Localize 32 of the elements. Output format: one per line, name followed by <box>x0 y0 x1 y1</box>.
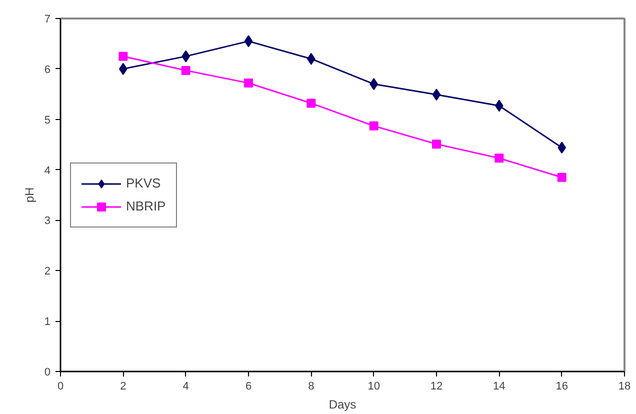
y-tick-label: 1 <box>44 316 51 328</box>
point <box>244 78 253 88</box>
y-tick-label: 6 <box>44 64 51 76</box>
x-tick-label: 4 <box>182 380 189 392</box>
point <box>432 88 441 101</box>
point <box>118 52 128 61</box>
y-tick-label: 4 <box>44 164 51 177</box>
x-axis-title: Days <box>328 398 356 412</box>
x-tick-label: 14 <box>493 380 506 392</box>
x-tick-label: 0 <box>57 380 64 392</box>
x-tick-label: 18 <box>618 380 631 392</box>
point <box>557 172 566 182</box>
x-tick-label: 12 <box>430 380 443 392</box>
point <box>244 35 253 48</box>
y-tick-label: 3 <box>44 215 51 228</box>
y-tick-label: 0 <box>44 366 51 378</box>
point <box>181 66 190 75</box>
x-tick-label: 10 <box>368 380 380 392</box>
x-tick-label: 2 <box>120 380 126 392</box>
y-axis-title: pH <box>22 187 36 203</box>
point <box>432 140 441 149</box>
x-tick-label: 6 <box>245 380 252 392</box>
legend-label: NBRIP <box>126 198 166 214</box>
y-tick-label: 7 <box>44 14 51 26</box>
y-tick-label: 5 <box>44 114 51 126</box>
x-tick-label: 16 <box>556 380 568 392</box>
x-tick-label: 8 <box>308 380 314 392</box>
point <box>369 121 378 130</box>
legend-label: PKVS <box>126 176 161 190</box>
point <box>306 98 316 108</box>
y-tick-label: 2 <box>44 266 51 278</box>
point <box>494 154 504 163</box>
